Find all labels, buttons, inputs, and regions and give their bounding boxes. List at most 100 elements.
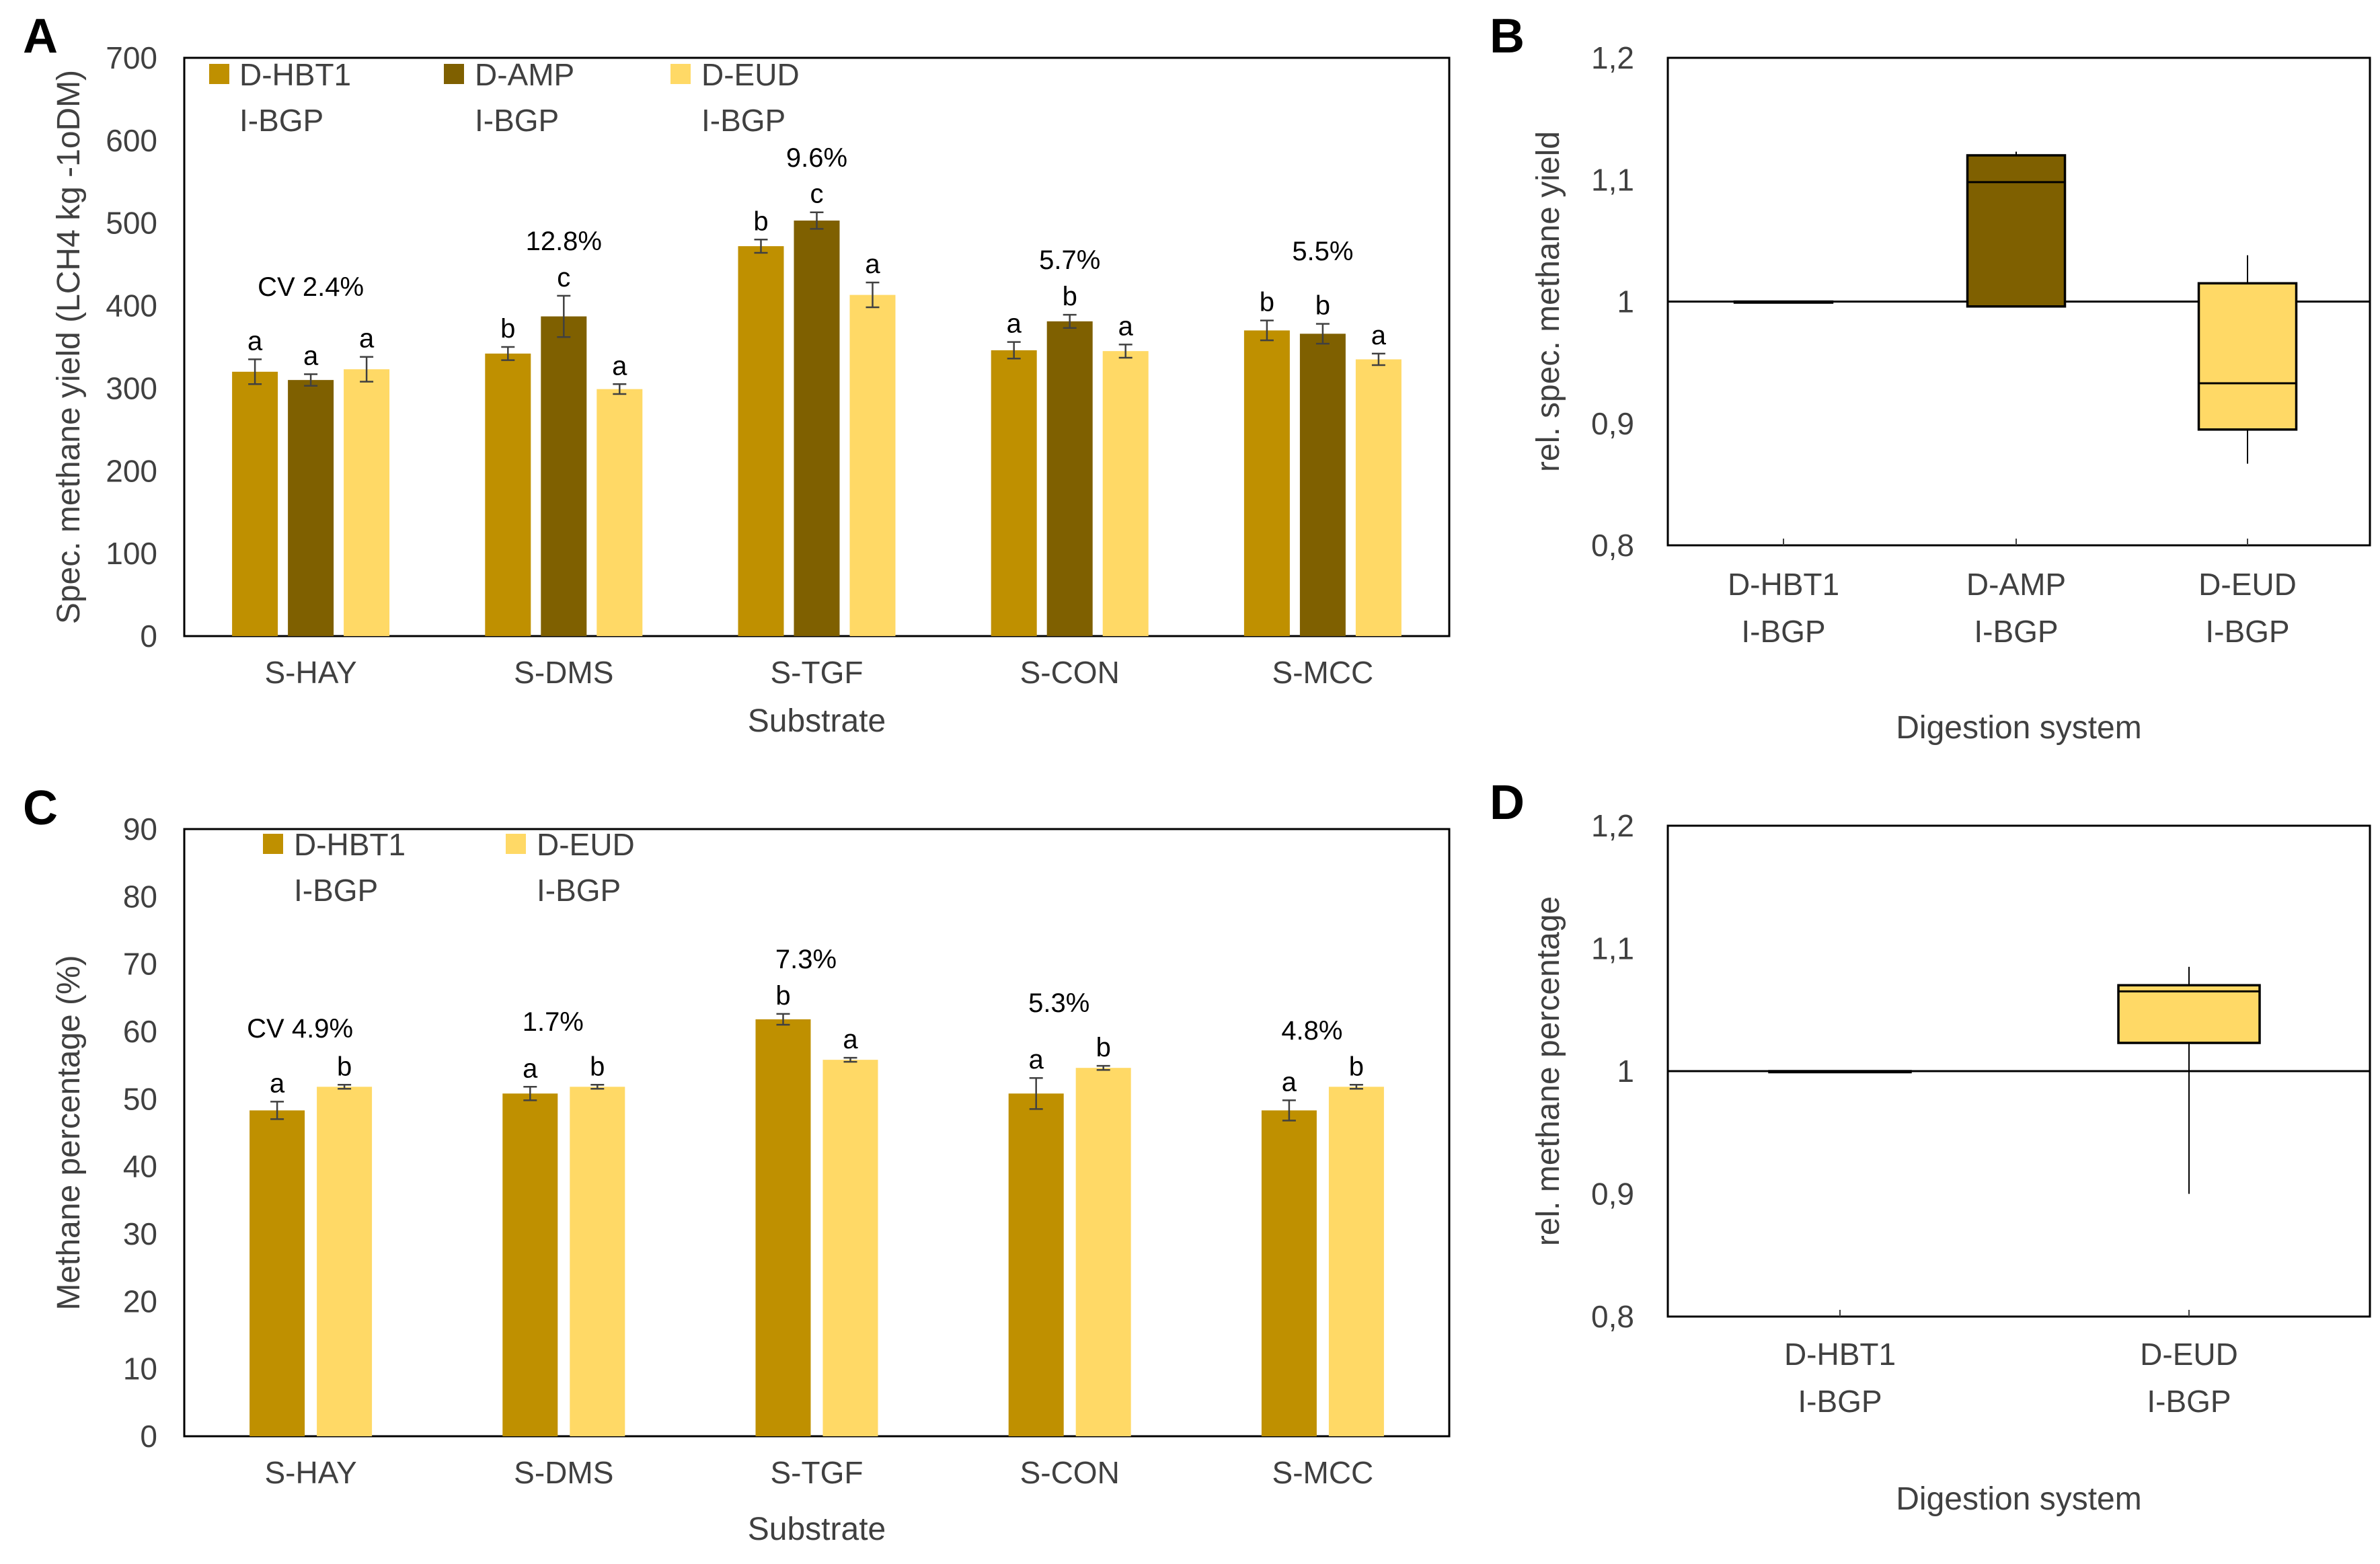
bar-d-amp-s-mcc — [1299, 334, 1346, 636]
significance-letter: b — [500, 314, 515, 344]
x-axis-title: Digestion system — [1896, 710, 2141, 746]
cv-label: 12.8% — [526, 227, 602, 256]
significance-letter: a — [1118, 311, 1134, 341]
significance-letter: a — [1282, 1067, 1297, 1097]
significance-letter: b — [1349, 1052, 1364, 1081]
bar-d-hbt1-s-con — [991, 350, 1037, 636]
bar-d-hbt1-s-hay — [249, 1110, 305, 1436]
x-tick-label: S-MCC — [1272, 655, 1374, 690]
cv-label: 5.3% — [1028, 988, 1089, 1018]
y-axis-title: Spec. methane yield (LCH4 kg -1oDM) — [51, 70, 87, 624]
bar-d-eud-s-hay — [344, 369, 390, 636]
y-tick-label: 1 — [1617, 1054, 1634, 1089]
legend-sublabel: I-BGP — [475, 103, 559, 138]
cv-label: 7.3% — [775, 945, 837, 974]
significance-letter: a — [1029, 1045, 1044, 1074]
significance-letter: a — [865, 249, 880, 279]
panel-letter: C — [23, 781, 58, 835]
x-tick-label: S-TGF — [771, 655, 863, 690]
significance-letter: b — [775, 981, 790, 1011]
cv-label: 1.7% — [523, 1007, 584, 1037]
bar-d-eud-s-dms — [597, 389, 643, 636]
y-tick-label: 1,2 — [1591, 40, 1634, 75]
y-tick-label: 700 — [106, 40, 157, 75]
significance-letter: b — [337, 1052, 352, 1081]
significance-letter: a — [1371, 321, 1387, 350]
panel-d-box-plot: D 0,8 0,9 1 1,1 1,2 rel. methane percentage D-H… — [1490, 776, 2371, 1517]
x-tick-label: S-HAY — [265, 1455, 357, 1490]
legend-label: D-HBT1 — [294, 827, 406, 862]
x-tick-sublabel: I-BGP — [1974, 614, 2058, 649]
bar-d-hbt1-s-dms — [485, 353, 531, 636]
x-tick-label: D-HBT1 — [1784, 1337, 1896, 1372]
bar-d-amp-s-dms — [541, 316, 587, 636]
bar-d-eud-s-mcc — [1328, 1087, 1384, 1436]
bar-d-hbt1-s-mcc — [1261, 1110, 1317, 1436]
significance-letter: b — [590, 1052, 605, 1081]
bar-d-eud-s-dms — [570, 1087, 625, 1436]
bar-d-eud-s-con — [1075, 1068, 1131, 1436]
x-tick-sublabel: I-BGP — [2147, 1384, 2231, 1419]
y-tick-label: 0,9 — [1591, 406, 1634, 441]
legend-swatch-d-hbt1 — [263, 834, 283, 854]
significance-letter: a — [523, 1054, 538, 1083]
significance-letter: c — [557, 263, 570, 292]
panel-c-bar-chart: C 0 10 20 30 40 50 60 70 80 90 Methane percentage (… — [23, 781, 1451, 1547]
legend-swatch-d-amp — [444, 64, 464, 84]
significance-letter: c — [810, 180, 824, 209]
significance-letter: b — [1096, 1033, 1111, 1062]
legend-sublabel: I-BGP — [537, 873, 621, 908]
x-tick-label: S-MCC — [1272, 1455, 1374, 1490]
x-axis-title: Substrate — [748, 1512, 886, 1547]
x-axis-title: Digestion system — [1896, 1481, 2141, 1517]
x-tick-label: S-CON — [1020, 1455, 1120, 1490]
x-tick-sublabel: I-BGP — [1798, 1384, 1882, 1419]
x-tick-label: S-HAY — [265, 655, 357, 690]
bar-d-hbt1-s-tgf — [755, 1019, 811, 1436]
legend-swatch-d-eud — [670, 64, 691, 84]
y-tick-label: 1,1 — [1591, 162, 1634, 197]
bar-d-amp-s-tgf — [794, 221, 840, 636]
legend-sublabel: I-BGP — [294, 873, 378, 908]
x-tick-label: D-EUD — [2140, 1337, 2238, 1372]
y-tick-label: 80 — [123, 879, 157, 914]
box-d-eud — [2117, 984, 2261, 1044]
y-tick-label: 50 — [123, 1081, 157, 1116]
y-axis-title: Methane percentage (%) — [51, 955, 87, 1310]
significance-letter: a — [270, 1068, 285, 1098]
x-tick-label: D-AMP — [1966, 567, 2066, 602]
y-tick-label: 20 — [123, 1284, 157, 1319]
y-tick-label: 90 — [123, 812, 157, 847]
y-tick-label: 600 — [106, 123, 157, 158]
bar-d-eud-s-mcc — [1355, 359, 1402, 636]
y-tick-label: 10 — [123, 1352, 157, 1386]
x-tick-label: S-CON — [1020, 655, 1120, 690]
bar-d-hbt1-s-mcc — [1243, 330, 1290, 636]
plot-area — [183, 828, 1451, 1438]
significance-letter: a — [843, 1025, 858, 1054]
legend-label: D-HBT1 — [239, 57, 351, 92]
x-tick-sublabel: I-BGP — [1741, 614, 1825, 649]
x-axis-title: Substrate — [748, 703, 886, 739]
y-tick-label: 70 — [123, 947, 157, 982]
y-tick-label: 500 — [106, 206, 157, 241]
bar-d-hbt1-s-tgf — [738, 246, 784, 637]
legend-sublabel: I-BGP — [701, 103, 785, 138]
box-d-amp — [1966, 154, 2067, 308]
y-tick-label: 100 — [106, 536, 157, 571]
x-tick-label: D-HBT1 — [1728, 567, 1839, 602]
x-tick-label: D-EUD — [2198, 567, 2297, 602]
x-tick-label: S-DMS — [514, 655, 613, 690]
bar-d-eud-s-tgf — [849, 295, 896, 636]
panel-letter: A — [23, 9, 58, 63]
cv-label: 5.7% — [1039, 245, 1100, 275]
y-tick-label: 0 — [140, 1419, 157, 1454]
y-tick-label: 30 — [123, 1216, 157, 1251]
y-tick-label: 40 — [123, 1149, 157, 1184]
bar-d-eud-s-tgf — [822, 1060, 878, 1436]
cv-label: CV 4.9% — [247, 1014, 353, 1044]
y-tick-label: 60 — [123, 1014, 157, 1049]
cv-label: 9.6% — [786, 143, 847, 173]
x-tick-sublabel: I-BGP — [2205, 614, 2289, 649]
